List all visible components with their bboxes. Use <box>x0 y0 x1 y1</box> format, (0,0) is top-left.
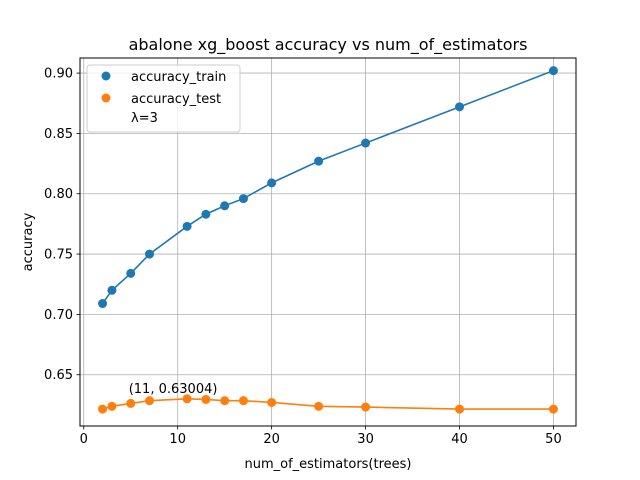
data-point-accuracy-train <box>145 249 155 259</box>
data-point-accuracy-test <box>145 396 155 406</box>
data-point-accuracy-train <box>98 299 108 309</box>
data-point-accuracy-train <box>220 201 230 211</box>
x-tick-label: 20 <box>263 432 280 447</box>
data-point-accuracy-train <box>107 285 117 295</box>
data-point-accuracy-test <box>548 404 558 414</box>
x-tick-label: 40 <box>451 432 468 447</box>
data-point-accuracy-test <box>314 401 324 411</box>
data-point-accuracy-train <box>455 102 465 112</box>
legend-label-accuracy-test: accuracy_test <box>131 92 221 107</box>
legend-marker-accuracy-train <box>101 71 111 81</box>
y-tick-label: 0.85 <box>44 127 73 142</box>
data-point-accuracy-test <box>201 394 211 404</box>
ticks: 0 10 20 30 40 50 0.65 0.70 0.75 0.80 0.85 0.90 <box>44 67 562 447</box>
data-point-accuracy-test <box>126 398 136 408</box>
y-tick-label: 0.80 <box>44 187 73 202</box>
plot-frame <box>79 57 577 427</box>
data-point-accuracy-train <box>126 268 136 278</box>
legend-box <box>86 64 241 133</box>
data-point-accuracy-train <box>238 194 248 204</box>
legend-label-accuracy-train: accuracy_train <box>131 70 226 85</box>
annotations: (11, 0.63004) <box>129 382 218 397</box>
y-tick-label: 0.65 <box>44 368 73 383</box>
data-point-accuracy-train <box>267 178 277 188</box>
point-annotation: (11, 0.63004) <box>129 382 218 397</box>
data-point-accuracy-train <box>182 221 192 231</box>
data-point-accuracy-train <box>201 209 211 219</box>
legend-marker-accuracy-test <box>101 93 111 103</box>
legend: accuracy_train accuracy_test λ=3 <box>86 64 241 133</box>
data-point-accuracy-test <box>107 401 117 411</box>
data-point-accuracy-train <box>548 66 558 76</box>
data-point-accuracy-test <box>267 397 277 407</box>
data-point-accuracy-test <box>238 396 248 406</box>
x-axis-label: num_of_estimators(trees) <box>244 457 411 472</box>
series-layer <box>98 66 558 414</box>
grid <box>80 58 576 426</box>
data-point-accuracy-test <box>220 396 230 406</box>
legend-label-lambda: λ=3 <box>131 111 158 126</box>
x-tick-label: 10 <box>169 432 186 447</box>
y-tick-label: 0.75 <box>44 248 73 263</box>
data-point-accuracy-test <box>98 404 108 414</box>
x-tick-label: 50 <box>545 432 562 447</box>
x-tick-label: 0 <box>80 432 88 447</box>
data-point-accuracy-train <box>314 156 324 166</box>
y-tick-label: 0.70 <box>44 308 73 323</box>
data-point-accuracy-test <box>182 394 192 404</box>
data-point-accuracy-test <box>361 402 371 412</box>
y-axis-label: accuracy <box>21 212 36 271</box>
chart-title: abalone xg_boost accuracy vs num_of_esti… <box>129 35 528 55</box>
data-point-accuracy-test <box>455 404 465 414</box>
y-tick-label: 0.90 <box>44 67 73 82</box>
x-tick-label: 30 <box>357 432 374 447</box>
data-point-accuracy-train <box>361 138 371 148</box>
